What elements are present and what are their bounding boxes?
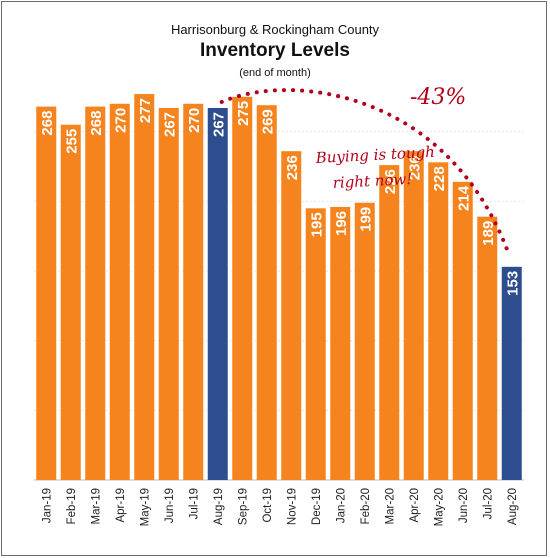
x-tick-label: Apr-19 [115, 488, 127, 523]
x-tick-label: Oct-19 [262, 488, 274, 523]
value-label: 270 [186, 108, 203, 133]
change-annotation: -43% [410, 85, 466, 110]
x-tick-label: Aug-19 [213, 488, 225, 525]
bar [232, 96, 253, 480]
x-tick-label: Mar-20 [384, 488, 396, 524]
x-tick-label: Jun-19 [164, 488, 176, 523]
x-tick-label: Mar-19 [90, 488, 102, 524]
x-tick-label: Jul-20 [482, 488, 494, 519]
bar [379, 165, 400, 480]
value-label: 196 [333, 211, 350, 236]
bar [134, 94, 155, 481]
value-label: 268 [39, 111, 56, 136]
gridlines [34, 131, 524, 481]
value-label: 270 [113, 108, 130, 133]
value-label: 267 [211, 112, 228, 137]
value-label: 195 [309, 212, 326, 237]
value-label: 275 [235, 101, 252, 126]
value-label: 153 [505, 271, 522, 296]
value-label: 226 [382, 169, 399, 194]
bar [501, 266, 522, 480]
bar [403, 151, 424, 480]
chart-note: (end of month) [239, 67, 311, 79]
value-label: 255 [64, 129, 81, 154]
value-labels: 268 255 268 270 277 267 270 267 275 269 236 195 196 1… [39, 98, 522, 296]
x-tick-label: Apr-20 [409, 488, 421, 523]
bar [109, 103, 130, 481]
x-tick-label: Feb-19 [66, 488, 78, 524]
bar [207, 107, 228, 480]
value-label: 236 [284, 155, 301, 180]
x-tick-label: May-19 [139, 488, 151, 526]
value-label: 189 [480, 221, 497, 246]
bar [183, 103, 204, 481]
x-tick-label: Feb-20 [360, 488, 372, 524]
value-label: 236 [407, 155, 424, 180]
x-tick-label: Dec-19 [311, 488, 323, 525]
bar [256, 105, 277, 481]
bar [36, 106, 57, 480]
bar [428, 162, 449, 480]
bar [354, 202, 375, 480]
bar [158, 107, 179, 480]
bars [36, 94, 522, 481]
comment-line-2: right now! [332, 170, 412, 192]
x-tick-label: Jan-20 [335, 488, 347, 523]
x-tick-label: Nov-19 [286, 488, 298, 525]
value-label: 228 [431, 166, 448, 191]
bar [452, 181, 473, 480]
x-tick-labels: Jan-19 Feb-19 Mar-19 Apr-19 May-19 Jun-19 Jul-… [41, 488, 519, 526]
bar [60, 124, 81, 480]
x-tick-label: Jun-20 [458, 488, 470, 523]
bar [305, 208, 326, 481]
bar [85, 106, 106, 480]
value-label: 214 [456, 185, 473, 211]
bar [330, 206, 351, 480]
value-label: 267 [162, 112, 179, 137]
value-label: 199 [358, 207, 375, 232]
x-tick-label: Aug-20 [507, 488, 519, 525]
x-tick-label: Jul-19 [188, 488, 200, 519]
value-label: 268 [88, 111, 105, 136]
x-tick-label: May-20 [433, 488, 445, 526]
x-tick-label: Jan-19 [41, 488, 53, 523]
chart-subtitle: Harrisonburg & Rockingham County [170, 22, 380, 37]
bar [281, 151, 302, 480]
value-label: 269 [260, 109, 277, 134]
value-label: 277 [137, 98, 154, 123]
bar [477, 216, 498, 480]
chart-title: Inventory Levels [200, 40, 350, 61]
x-tick-label: Sep-19 [237, 488, 249, 525]
